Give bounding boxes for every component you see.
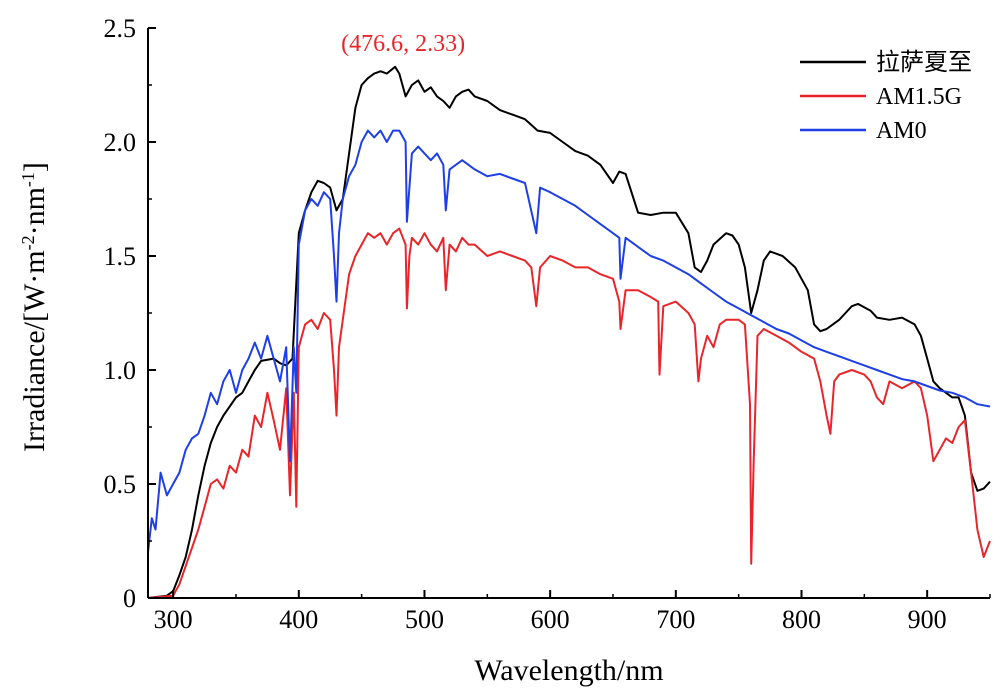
series-line-0 bbox=[147, 65, 991, 599]
x-axis-label: Wavelength/nm bbox=[474, 654, 663, 687]
y-tick-label: 2.0 bbox=[104, 128, 137, 157]
y-axis-label: Irradiance/[W·m-2·nm-1] bbox=[18, 162, 51, 452]
y-tick-label: 1.0 bbox=[104, 356, 137, 385]
legend: 拉萨夏至 AM1.5G AM0 bbox=[800, 49, 972, 144]
peak-annotation: (476.6, 2.33) bbox=[341, 31, 465, 57]
x-tick-label: 800 bbox=[782, 605, 821, 634]
x-tick-label: 500 bbox=[405, 605, 444, 634]
x-tick-label: 300 bbox=[154, 605, 193, 634]
y-axis-label-exp1: -2 bbox=[18, 235, 38, 250]
y-tick-label: 2.5 bbox=[104, 14, 137, 43]
y-tick-label: 1.5 bbox=[104, 242, 137, 271]
legend-label-0: 拉萨夏至 bbox=[876, 49, 972, 76]
y-axis-label-base: Irradiance/[W·m bbox=[18, 250, 51, 452]
y-axis-label-mid: ·nm bbox=[18, 187, 51, 235]
axes bbox=[147, 28, 990, 599]
series-lines bbox=[147, 65, 991, 599]
legend-label-1: AM1.5G bbox=[876, 84, 962, 110]
y-axis-label-end: ] bbox=[18, 162, 51, 172]
series-line-1 bbox=[147, 227, 991, 599]
series-line-2 bbox=[147, 129, 991, 553]
x-ticks: 300 400 500 600 700 800 900 bbox=[154, 590, 991, 634]
y-tick-label: 0.5 bbox=[104, 470, 137, 499]
y-tick-label: 0 bbox=[123, 584, 136, 613]
y-ticks: 0 0.5 1.0 1.5 2.0 2.5 bbox=[104, 14, 156, 613]
legend-label-2: AM0 bbox=[876, 118, 927, 144]
x-tick-label: 700 bbox=[656, 605, 695, 634]
x-tick-label: 900 bbox=[908, 605, 947, 634]
y-axis-label-exp2: -1 bbox=[18, 172, 38, 187]
x-tick-label: 400 bbox=[279, 605, 318, 634]
x-tick-label: 600 bbox=[531, 605, 570, 634]
